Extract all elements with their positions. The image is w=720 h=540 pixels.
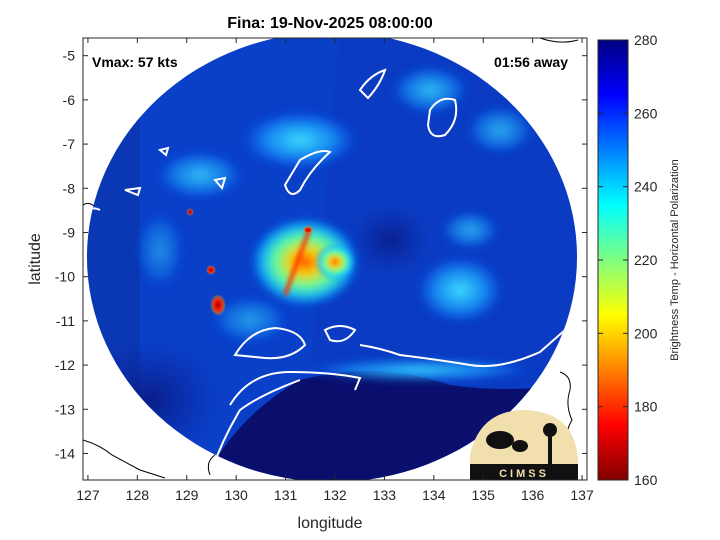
cloud-bands	[135, 65, 540, 382]
coastline	[87, 68, 566, 471]
x-tick-label: 132	[323, 487, 347, 503]
y-tick-label: -13	[55, 401, 75, 417]
y-tick-label: -7	[63, 136, 76, 152]
colorbar-ticks: 280 260 240 220 200 180 160	[598, 32, 658, 488]
colorbar-tick-label: 180	[634, 399, 658, 415]
y-tick-label: -14	[55, 445, 75, 461]
colorbar: 280 260 240 220 200 180 160 Brightness Temp - …	[597, 32, 681, 488]
logo-text: CIMSS	[499, 468, 549, 480]
y-axis-label: latitude	[27, 233, 44, 285]
y-tick-label: -6	[63, 92, 76, 108]
x-tick-label: 133	[373, 487, 397, 503]
x-tick-label: 135	[472, 487, 496, 503]
storm-core	[250, 217, 360, 307]
colorbar-tick-label: 280	[634, 32, 658, 48]
colorbar-tick-label: 200	[634, 325, 658, 341]
convective-spot	[206, 265, 216, 275]
x-tick-label: 134	[422, 487, 446, 503]
convective-spot	[186, 208, 194, 216]
cimss-logo: CIMSS	[470, 410, 578, 480]
chart-title: Fina: 19-Nov-2025 08:00:00	[227, 15, 433, 32]
x-tick-label: 130	[224, 487, 248, 503]
y-tick-label: -11	[56, 313, 75, 329]
x-tick-label: 127	[76, 487, 100, 503]
x-axis: 127 128 129 130 131 132 133 134 135 136 137	[76, 38, 594, 503]
colorbar-tick-label: 220	[634, 252, 658, 268]
vmax-annotation: Vmax: 57 kts	[92, 54, 178, 70]
y-tick-label: -9	[63, 224, 76, 240]
plot-area: CIMSS	[83, 38, 587, 480]
x-tick-label: 137	[570, 487, 594, 503]
x-tick-label: 131	[274, 487, 298, 503]
time-away-annotation: 01:56 away	[494, 54, 568, 70]
x-tick-label: 136	[521, 487, 545, 503]
y-tick-label: -5	[63, 48, 76, 64]
colorbar-tick-label: 260	[634, 105, 658, 121]
convective-spot	[210, 294, 226, 316]
y-axis: -5 -6 -7 -8 -9 -10 -11 -12 -13 -14	[55, 48, 587, 461]
colorbar-tick-label: 160	[634, 472, 658, 488]
x-axis-label: longitude	[298, 515, 363, 532]
y-tick-label: -10	[55, 269, 75, 285]
x-tick-label: 128	[126, 487, 150, 503]
x-tick-label: 129	[175, 487, 199, 503]
y-tick-label: -8	[63, 180, 76, 196]
colorbar-label: Brightness Temp - Horizontal Polarizatio…	[669, 159, 681, 361]
y-tick-label: -12	[55, 357, 75, 373]
colorbar-tick-label: 240	[634, 179, 658, 195]
